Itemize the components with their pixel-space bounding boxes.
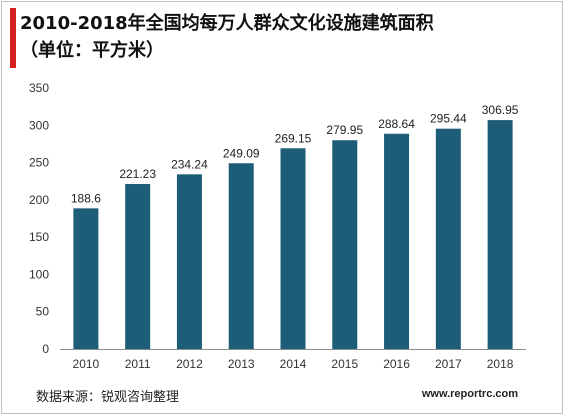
bar-series	[73, 120, 513, 349]
y-tick-label: 200	[29, 193, 49, 207]
bar-2015	[332, 140, 358, 349]
data-label-2013: 249.09	[223, 146, 260, 160]
y-axis: 0 50 100 150 200 250 300 350	[29, 81, 49, 356]
chart-title: 2010-2018年全国均每万人群众文化设施建筑面积（单位：平方米）	[20, 13, 434, 61]
data-label-2010: 188.6	[71, 191, 101, 205]
y-tick-label: 50	[36, 305, 50, 319]
data-label-2011: 221.23	[119, 167, 156, 181]
bar-2018	[487, 120, 513, 349]
y-tick-label: 150	[29, 230, 49, 244]
bar-2016	[384, 133, 410, 349]
website-watermark: www.reportrc.com	[421, 388, 518, 400]
data-label-2012: 234.24	[171, 157, 208, 171]
bar-2017	[435, 128, 461, 349]
x-tick-label: 2014	[280, 357, 307, 371]
y-tick-label: 350	[29, 81, 49, 95]
bar-2012	[176, 174, 202, 349]
x-tick-label: 2013	[228, 357, 255, 371]
x-tick-label: 2015	[331, 357, 358, 371]
data-labels: 188.6 221.23 234.24 249.09 269.15 279.95 288.6…	[71, 103, 519, 205]
x-tick-label: 2010	[73, 357, 100, 371]
y-tick-label: 250	[29, 156, 49, 170]
data-label-2015: 279.95	[326, 123, 363, 137]
data-label-2018: 306.95	[482, 103, 519, 117]
bar-2010	[73, 208, 99, 349]
x-tick-label: 2011	[125, 357, 151, 371]
x-tick-label: 2012	[176, 357, 203, 371]
x-axis: 2010 2011 2012 2013 2014 2015 2016 2017 2018	[73, 357, 514, 371]
bar-2011	[125, 184, 151, 349]
bar-2014	[280, 148, 306, 349]
y-tick-label: 300	[29, 118, 49, 132]
x-tick-label: 2017	[435, 357, 462, 371]
x-tick-label: 2016	[383, 357, 410, 371]
y-tick-label: 100	[29, 267, 49, 281]
title-accent-bar	[10, 8, 16, 68]
x-tick-label: 2018	[487, 357, 514, 371]
data-label-2017: 295.44	[430, 112, 467, 126]
data-source-note: 数据来源：锐观咨询整理	[36, 390, 180, 405]
bar-2013	[228, 163, 254, 349]
data-label-2014: 269.15	[275, 131, 312, 145]
y-tick-label: 0	[42, 342, 49, 356]
data-label-2016: 288.64	[378, 117, 415, 131]
